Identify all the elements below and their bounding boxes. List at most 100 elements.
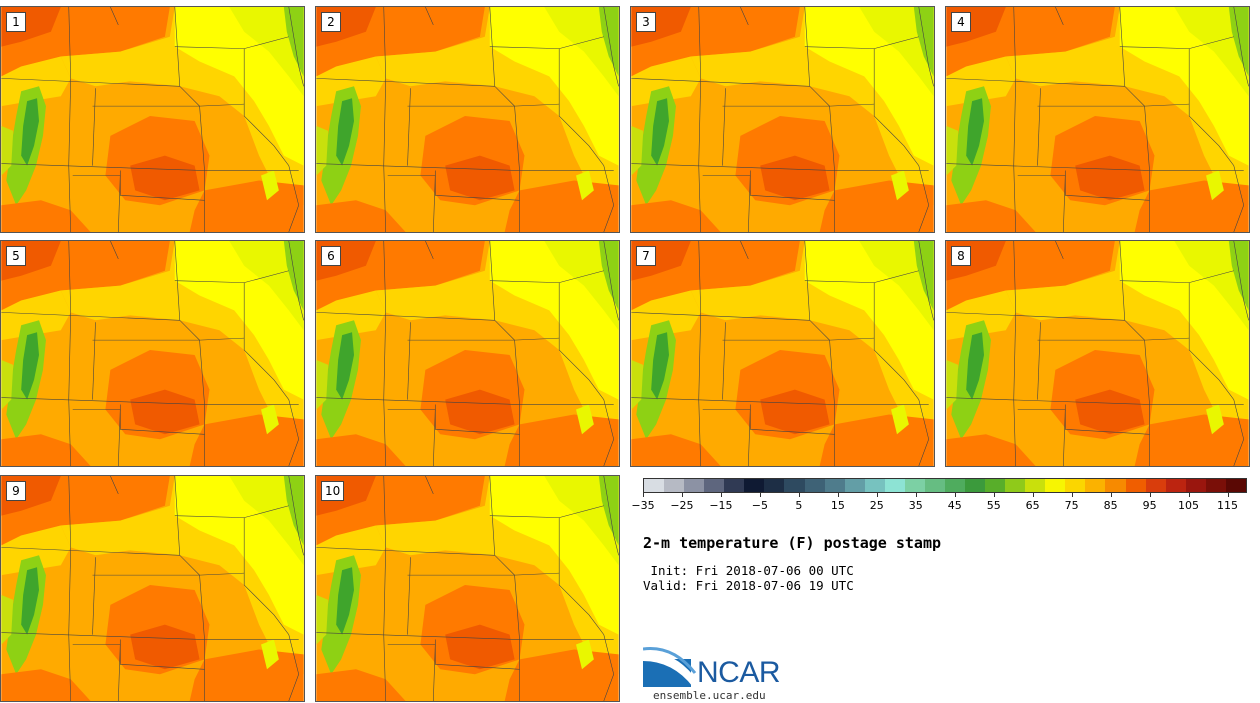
colorbar-tick: [1149, 493, 1151, 497]
colorbar-tick-label: 75: [1064, 499, 1079, 512]
ncar-logo-icon: [643, 647, 697, 687]
colorbar-swatch: [824, 479, 845, 492]
colorbar-swatch: [644, 479, 665, 492]
colorbar-tick-label: 115: [1217, 499, 1239, 512]
ensemble-member-map-1: 1: [0, 6, 305, 233]
colorbar-swatch: [1165, 479, 1186, 492]
colorbar-tick-label: 85: [1103, 499, 1118, 512]
member-number-label: 5: [6, 246, 26, 266]
member-number-label: 6: [321, 246, 341, 266]
ensemble-member-map-7: 7: [630, 240, 935, 467]
colorbar-swatch: [944, 479, 965, 492]
temperature-map: [316, 241, 619, 466]
colorbar-tick: [1188, 493, 1190, 497]
ensemble-member-map-9: 9: [0, 475, 305, 702]
colorbar-tick-label: 15: [830, 499, 845, 512]
colorbar-swatch: [1105, 479, 1126, 492]
colorbar-tick: [759, 493, 761, 497]
colorbar-tick-label: −25: [670, 499, 694, 512]
colorbar-swatch: [704, 479, 725, 492]
member-number-label: 10: [321, 481, 345, 501]
colorbar-tick: [915, 493, 917, 497]
member-number-label: 4: [951, 12, 971, 32]
colorbar-tick-label: 5: [795, 499, 803, 512]
colorbar-swatch: [664, 479, 685, 492]
colorbar-swatch: [1025, 479, 1046, 492]
member-number-label: 7: [636, 246, 656, 266]
colorbar-swatch: [864, 479, 885, 492]
ensemble-member-map-8: 8: [945, 240, 1250, 467]
member-number-label: 9: [6, 481, 26, 501]
colorbar-tick-label: 65: [1025, 499, 1040, 512]
colorbar-swatch: [684, 479, 705, 492]
site-url: ensemble.ucar.edu: [653, 689, 766, 702]
ensemble-member-map-6: 6: [315, 240, 620, 467]
colorbar-swatch: [744, 479, 765, 492]
colorbar-tick-label: 55: [986, 499, 1001, 512]
colorbar-tick-label: −35: [631, 499, 655, 512]
colorbar-tick-label: 45: [947, 499, 962, 512]
member-number-label: 2: [321, 12, 341, 32]
colorbar-swatch: [1045, 479, 1066, 492]
colorbar-tick: [837, 493, 839, 497]
colorbar-tick: [876, 493, 878, 497]
page-title: 2-m temperature (F) postage stamp: [643, 534, 942, 552]
colorbar-swatch: [1185, 479, 1206, 492]
colorbar-tick-label: −15: [709, 499, 733, 512]
colorbar-swatch: [1125, 479, 1146, 492]
colorbar-swatch: [1145, 479, 1166, 492]
colorbar-swatch: [724, 479, 745, 492]
temperature-map: [316, 7, 619, 232]
colorbar-swatch: [1065, 479, 1086, 492]
temperature-map: [946, 241, 1249, 466]
colorbar-swatch: [1005, 479, 1026, 492]
colorbar-swatch: [884, 479, 905, 492]
colorbar-tick: [1110, 493, 1112, 497]
colorbar-tick-label: −5: [751, 499, 768, 512]
colorbar-swatch: [764, 479, 785, 492]
colorbar-tick: [681, 493, 683, 497]
colorbar-tick: [993, 493, 995, 497]
colorbar-tick-label: 35: [908, 499, 923, 512]
colorbar-swatch: [1205, 479, 1226, 492]
colorbar-swatch: [924, 479, 945, 492]
init-time: Init: Fri 2018-07-06 00 UTC: [643, 563, 854, 578]
ncar-logo-text: NCAR: [697, 656, 781, 689]
valid-time: Valid: Fri 2018-07-06 19 UTC: [643, 578, 854, 593]
ensemble-member-map-10: 10: [315, 475, 620, 702]
colorbar-ticks: −35 −25 −15 −5 5 15 25 35 45 55 65 75 85 95 105 115: [631, 493, 1247, 513]
ensemble-member-map-5: 5: [0, 240, 305, 467]
colorbar-tick: [1071, 493, 1073, 497]
temperature-map: [631, 241, 934, 466]
member-number-label: 1: [6, 12, 26, 32]
colorbar-tick: [1032, 493, 1034, 497]
colorbar-tick-label: 95: [1142, 499, 1157, 512]
temperature-map: [631, 7, 934, 232]
colorbar-swatch: [904, 479, 925, 492]
colorbar-tick: [720, 493, 722, 497]
temperature-map: [1, 241, 304, 466]
ensemble-member-map-2: 2: [315, 6, 620, 233]
colorbar-tick-label: 25: [869, 499, 884, 512]
member-number-label: 8: [951, 246, 971, 266]
temperature-colorbar: [643, 478, 1247, 493]
colorbar-tick: [798, 493, 800, 497]
temperature-map: [1, 476, 304, 701]
colorbar-swatch: [1085, 479, 1106, 492]
ensemble-member-map-3: 3: [630, 6, 935, 233]
colorbar-swatch: [1225, 479, 1246, 492]
temperature-map: [946, 7, 1249, 232]
colorbar-tick-label: 105: [1178, 499, 1200, 512]
colorbar-swatch: [784, 479, 805, 492]
temperature-map: [1, 7, 304, 232]
colorbar-tick: [1227, 493, 1229, 497]
member-number-label: 3: [636, 12, 656, 32]
ensemble-member-map-4: 4: [945, 6, 1250, 233]
colorbar-swatch: [985, 479, 1006, 492]
colorbar-tick: [643, 493, 644, 497]
colorbar-swatch: [965, 479, 986, 492]
colorbar-swatch: [844, 479, 865, 492]
colorbar-swatch: [804, 479, 825, 492]
temperature-map: [316, 476, 619, 701]
colorbar-tick: [954, 493, 956, 497]
